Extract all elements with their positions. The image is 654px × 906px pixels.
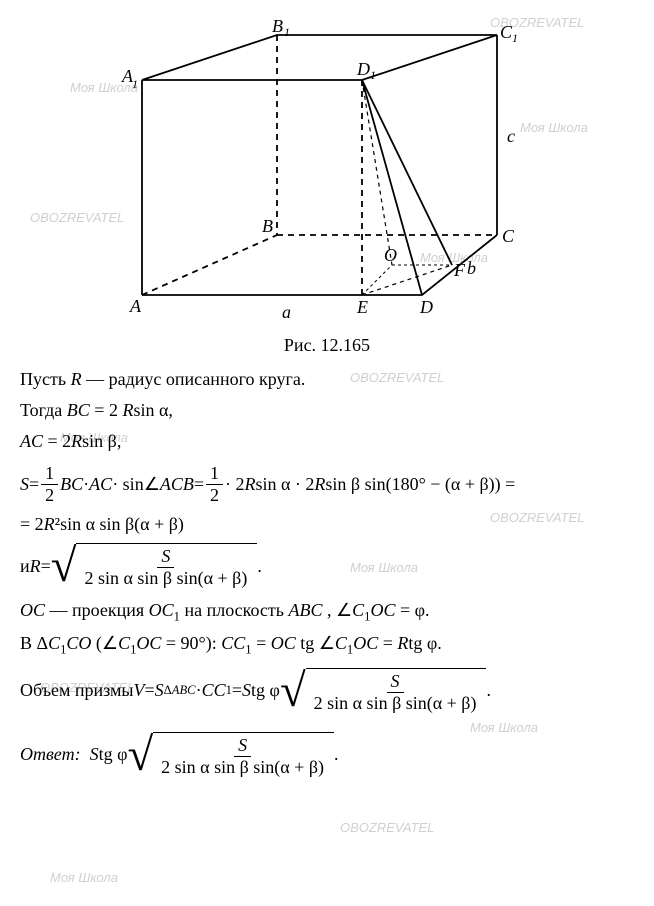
equation-S: S = 12 BC · AC · sin ∠ACB = 12 · 2R sin …	[20, 463, 634, 506]
svg-text:1: 1	[284, 25, 290, 39]
text-line-2: Тогда BC = 2 Rsin α,	[20, 397, 634, 424]
svg-text:1: 1	[512, 31, 518, 45]
answer-line: Ответ: S tg φ √ S 2 sin α sin β sin(α + …	[20, 732, 634, 778]
watermark: OBOZREVATEL	[340, 820, 434, 835]
watermark: Моя Школа	[50, 870, 118, 885]
svg-text:C: C	[502, 226, 515, 246]
geometry-figure: A1 B1 C1 D1 A B C D E F O a b c	[102, 20, 552, 330]
text-line-oc1: OC — проекция OC1 на плоскость ABC , ∠C1…	[20, 597, 634, 626]
equation-R: и R = √ S 2 sin α sin β sin(α + β) .	[20, 543, 634, 589]
svg-text:B: B	[262, 216, 273, 236]
svg-text:O: O	[384, 245, 397, 265]
svg-text:c: c	[507, 126, 515, 146]
svg-text:D: D	[419, 297, 433, 317]
svg-text:E: E	[356, 297, 368, 317]
svg-text:1: 1	[132, 77, 138, 91]
equation-S2: = 2R² sin α sin β(α + β)	[20, 514, 634, 535]
svg-text:F: F	[453, 260, 466, 280]
svg-text:b: b	[467, 258, 476, 278]
text-line-oc2: В ΔC1CO (∠C1OC = 90°): CC1 = OC tg ∠C1OC…	[20, 630, 634, 659]
svg-text:1: 1	[370, 68, 376, 82]
figure-caption: Рис. 12.165	[20, 335, 634, 356]
text-line-3: AC = 2Rsin β,	[20, 428, 634, 455]
svg-text:D: D	[356, 59, 370, 79]
svg-text:a: a	[282, 302, 291, 322]
svg-text:B: B	[272, 20, 283, 36]
equation-volume: Объем призмы V = SΔABC · CC1 = S tg φ √ …	[20, 668, 634, 714]
text-line-1: Пусть R — радиус описанного круга.	[20, 366, 634, 393]
svg-text:A: A	[129, 296, 142, 316]
